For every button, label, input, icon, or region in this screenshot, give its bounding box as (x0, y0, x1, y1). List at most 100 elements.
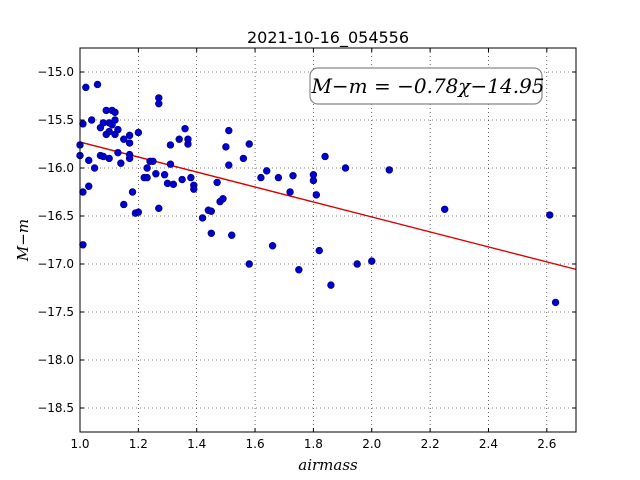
data-point (120, 200, 128, 209)
data-point (125, 154, 134, 163)
data-point (134, 128, 143, 137)
x-tick-label: 2.0 (362, 437, 381, 451)
data-point (207, 229, 215, 237)
data-point (245, 260, 253, 268)
x-tick-label: 1.0 (70, 437, 89, 451)
data-point (134, 208, 143, 216)
y-tick-label: −18.0 (37, 353, 74, 367)
data-point (120, 135, 128, 143)
data-point (245, 140, 253, 148)
data-point (239, 154, 248, 163)
y-tick-label: −16.0 (37, 161, 74, 175)
data-point (315, 246, 323, 255)
plot-frame (79, 47, 577, 433)
data-point (166, 141, 175, 149)
axis-ticks: 1.0 1.2 1.4 1.6 1.8 2.0 2.2 2.4 2.6 −15.0 −15.5 −16… (37, 48, 576, 451)
data-point (353, 260, 361, 268)
data-point (184, 135, 192, 143)
data-point (143, 173, 151, 182)
x-tick-label: 2.6 (537, 437, 556, 451)
x-tick-label: 2.4 (479, 437, 498, 451)
data-point (441, 205, 449, 213)
data-point (79, 120, 87, 128)
fit-annotation: M−m = −0.78χ−14.95 (309, 67, 545, 105)
data-point (166, 160, 175, 168)
data-point (90, 164, 99, 172)
data-point (128, 188, 137, 196)
fit-line-group (79, 141, 577, 271)
data-point (309, 176, 318, 185)
data-point (85, 182, 93, 190)
data-point (117, 159, 125, 167)
data-point (274, 173, 283, 182)
data-point (79, 241, 87, 249)
data-point (105, 127, 113, 136)
data-point (263, 167, 271, 175)
data-point (111, 116, 119, 124)
x-tick-label: 1.6 (246, 437, 265, 451)
data-point (312, 191, 321, 199)
fit-line (79, 141, 577, 271)
data-point (152, 170, 160, 178)
data-point (155, 99, 163, 108)
data-point (143, 164, 151, 172)
y-tick-label: −17.0 (37, 257, 74, 271)
data-point (219, 195, 227, 203)
data-point (111, 108, 119, 117)
data-point (368, 257, 376, 265)
data-point (546, 211, 554, 219)
data-point (114, 148, 122, 157)
data-point (289, 171, 297, 180)
data-point (82, 83, 90, 92)
data-point (551, 298, 560, 307)
data-point (213, 178, 221, 187)
y-tick-label: −15.5 (37, 113, 74, 127)
data-point (187, 173, 195, 182)
x-tick-label: 1.8 (304, 437, 323, 451)
data-point (175, 135, 183, 143)
data-point (327, 281, 335, 289)
data-point (155, 204, 163, 213)
y-tick-label: −17.5 (37, 305, 74, 319)
y-tick-label: −18.5 (37, 401, 74, 415)
data-point (268, 242, 277, 250)
annotation-box (309, 67, 543, 105)
y-axis-label: M−m (14, 219, 32, 262)
data-point (341, 164, 350, 172)
data-point (225, 161, 233, 169)
y-tick-label: −16.5 (37, 209, 74, 223)
data-point (190, 185, 198, 193)
data-point (198, 214, 207, 222)
data-point (93, 80, 102, 89)
data-point (114, 125, 122, 134)
data-point (105, 154, 113, 163)
data-point (222, 143, 230, 151)
data-point (225, 126, 233, 135)
fit-equation: M−m = −0.78χ−14.95 (310, 74, 544, 98)
data-point (160, 171, 169, 179)
data-point (85, 156, 93, 165)
data-point (87, 116, 96, 124)
data-point (125, 131, 134, 140)
data-point (149, 157, 157, 165)
data-point (321, 152, 329, 161)
data-point (207, 207, 215, 215)
chart-title: 2021-10-16_054556 (247, 28, 409, 48)
data-point (286, 188, 294, 196)
x-tick-label: 1.4 (187, 437, 206, 451)
data-point (295, 266, 303, 274)
data-point (178, 175, 186, 184)
y-tick-label: −15.0 (37, 65, 74, 79)
data-point (385, 166, 393, 174)
data-point (181, 124, 189, 133)
x-tick-label: 1.2 (129, 437, 148, 451)
grid (80, 48, 576, 432)
data-point (125, 139, 134, 147)
data-point (228, 231, 236, 239)
x-axis-label: airmass (298, 456, 358, 474)
data-point (257, 173, 265, 182)
x-tick-label: 2.2 (421, 437, 440, 451)
data-point (79, 188, 87, 196)
data-point (169, 180, 178, 189)
